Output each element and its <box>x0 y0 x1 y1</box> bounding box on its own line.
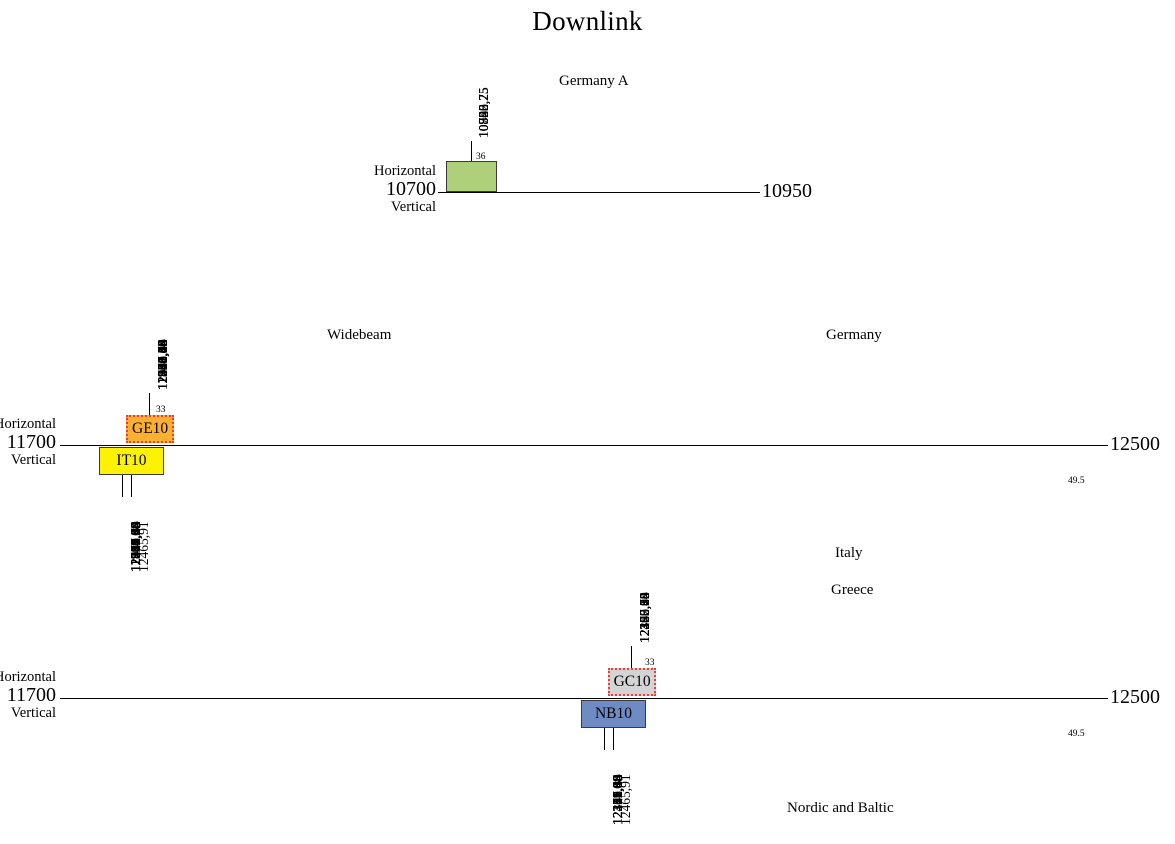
bandwidth-note-middle-right: 49.5 <box>1068 476 1085 486</box>
polarization-vertical-label: Vertical <box>10 452 56 469</box>
bandwidth-note-germany-a: 36 <box>476 152 486 162</box>
section-germany-a: Germany A Horizontal 10700 Vertical 1095… <box>0 0 1175 230</box>
bandwidth-note-bottom-right: 49.5 <box>1068 729 1085 739</box>
axis-start-frequency: 11700 <box>6 431 56 454</box>
transponder-box-gc10[interactable]: GC10 <box>608 668 657 696</box>
bandwidth-note-middle-left: 33 <box>156 405 166 415</box>
transponder-label: IT10 <box>116 452 147 470</box>
transponder-box[interactable] <box>446 161 497 192</box>
polarization-vertical-label: Vertical <box>390 199 436 216</box>
frequency-tick-stem <box>470 141 472 161</box>
beam-label-germany: Germany <box>826 327 882 343</box>
axis-end-frequency-bottom: 12500 <box>1110 686 1160 708</box>
transponder-label: GC10 <box>613 673 651 691</box>
axis-line-middle <box>60 445 1108 446</box>
frequency-tick-stem <box>612 728 614 750</box>
frequency-tick-stem <box>631 646 633 668</box>
frequency-tick-stem <box>130 475 132 497</box>
polarization-horizontal-label: Horizontal <box>0 669 56 685</box>
transponder-label: GE10 <box>132 420 169 438</box>
polarization-vertical-label: Vertical <box>10 705 56 722</box>
frequency-label: 12475,50 <box>636 592 652 643</box>
transponder-box-it10[interactable]: IT10 <box>99 447 164 475</box>
beam-label-nordic-and-baltic: Nordic and Baltic <box>787 800 894 816</box>
axis-left-label-middle: Horizontal 11700 Vertical <box>0 416 56 469</box>
beam-label-germany-a: Germany A <box>559 73 629 89</box>
frequency-tick-stem <box>122 475 124 497</box>
transponder-box-nb10[interactable]: NB10 <box>581 700 646 728</box>
axis-line-bottom <box>60 698 1108 699</box>
transponder-label: NB10 <box>594 705 633 723</box>
frequency-tick-stem <box>149 393 151 415</box>
beam-label-italy: Italy <box>835 545 863 561</box>
axis-left-label-bottom: Horizontal 11700 Vertical <box>0 669 56 722</box>
beam-label-greece: Greece <box>831 582 874 598</box>
beam-label-widebeam: Widebeam <box>327 327 392 343</box>
axis-end-frequency-germany-a: 10950 <box>762 180 812 202</box>
axis-left-label-germany-a: Horizontal 10700 Vertical <box>268 163 436 216</box>
frequency-label: 12465,91 <box>618 774 633 825</box>
frequency-tick-stem <box>604 728 606 750</box>
page-title: Downlink <box>532 6 643 36</box>
axis-start-frequency: 10700 <box>386 178 436 201</box>
polarization-horizontal-label: Horizontal <box>373 163 436 179</box>
axis-start-frequency: 11700 <box>6 684 56 707</box>
transponder-box-ge10[interactable]: GE10 <box>126 415 175 443</box>
axis-line-germany-a <box>438 192 760 193</box>
polarization-horizontal-label: Horizontal <box>0 416 56 432</box>
bandwidth-note-bottom-left: 33 <box>645 658 655 668</box>
axis-end-frequency-middle: 12500 <box>1110 433 1160 455</box>
section-widebeam-germany-italy: Widebeam Germany Italy Horizontal 11700 … <box>0 327 1160 573</box>
